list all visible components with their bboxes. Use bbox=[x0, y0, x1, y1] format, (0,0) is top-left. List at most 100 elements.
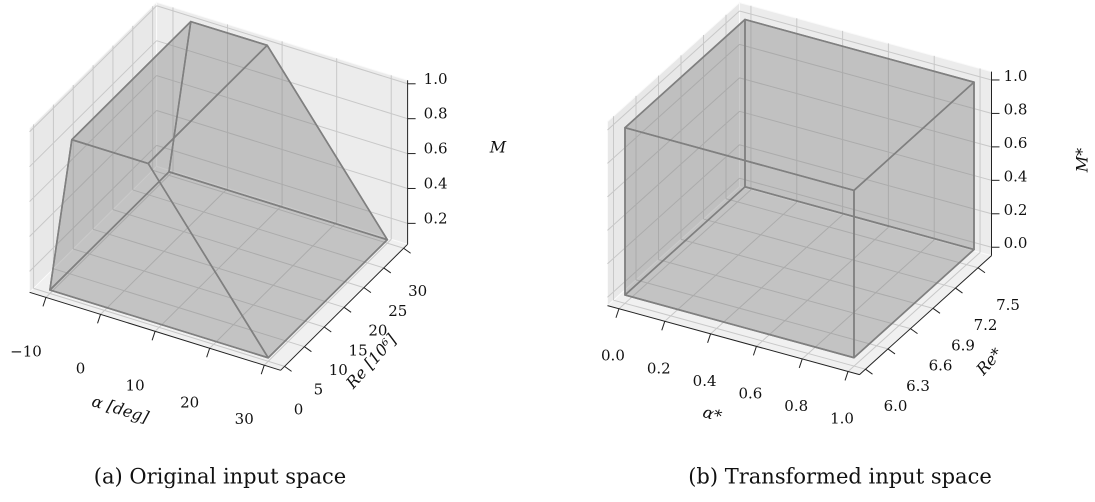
face-front bbox=[624, 126, 855, 359]
grid-line bbox=[664, 201, 798, 322]
grid-line bbox=[739, 177, 992, 248]
x-tick-label: 1.0 bbox=[830, 409, 854, 427]
z-tick-label: 0.2 bbox=[424, 209, 448, 227]
grid-line bbox=[801, 239, 935, 360]
grid-line bbox=[156, 144, 408, 224]
tick-mark bbox=[798, 358, 803, 369]
grid-line bbox=[635, 279, 889, 350]
y-tick-label: 5 bbox=[314, 381, 324, 399]
tick-mark bbox=[42, 297, 47, 307]
x-tick-label: 0.0 bbox=[601, 347, 625, 365]
grid-line bbox=[152, 169, 404, 249]
grid-line bbox=[73, 248, 325, 328]
y-tick-label: 6.9 bbox=[951, 336, 975, 354]
x-tick-label: 20 bbox=[180, 393, 199, 411]
tick-mark bbox=[865, 368, 873, 375]
x-tick-label: 0 bbox=[76, 359, 86, 377]
grid-line bbox=[156, 109, 408, 189]
x-axis bbox=[29, 291, 281, 371]
grid-line bbox=[847, 252, 981, 372]
tick-mark bbox=[304, 346, 312, 353]
tick-mark bbox=[284, 365, 292, 372]
caption: (b) Transformed input space bbox=[688, 465, 992, 489]
z-tick-label: 0.8 bbox=[1004, 100, 1028, 118]
grid-line bbox=[613, 299, 866, 370]
tick-mark bbox=[661, 321, 666, 331]
grid-line bbox=[607, 77, 740, 198]
axis-label: M bbox=[489, 138, 507, 157]
tick-mark bbox=[383, 267, 392, 274]
tick-mark bbox=[151, 331, 156, 341]
tick-mark bbox=[97, 314, 102, 324]
y-tick-label: 30 bbox=[408, 282, 427, 300]
axis-label: α [deg] bbox=[90, 391, 152, 426]
grid-line bbox=[618, 189, 752, 310]
y-tick-label: 6.3 bbox=[906, 377, 930, 395]
grid-line bbox=[607, 110, 740, 231]
x-tick-label: 0.2 bbox=[647, 359, 671, 377]
x-tick-label: −10 bbox=[10, 342, 42, 360]
tick-mark bbox=[707, 333, 712, 343]
caption: (a) Original input space bbox=[94, 465, 346, 489]
grid-line bbox=[29, 5, 157, 133]
grid-line bbox=[739, 110, 992, 181]
tick-mark bbox=[323, 326, 332, 333]
y-tick-label: 25 bbox=[388, 302, 407, 320]
x-tick-label: 0.6 bbox=[738, 384, 762, 402]
z-tick-label: 0.0 bbox=[1004, 234, 1028, 252]
z-tick-label: 0.6 bbox=[1004, 134, 1028, 152]
grid-line bbox=[53, 268, 305, 348]
tick-mark bbox=[363, 287, 372, 294]
grid-line bbox=[680, 238, 934, 309]
tick-mark bbox=[615, 308, 620, 318]
grid-line bbox=[29, 75, 157, 202]
x-axis bbox=[607, 305, 860, 376]
x-tick-label: 30 bbox=[235, 410, 254, 428]
y-axis bbox=[859, 255, 992, 375]
tick-mark bbox=[260, 365, 265, 375]
y-tick-label: 20 bbox=[368, 322, 387, 340]
tick-mark bbox=[910, 328, 918, 335]
axis-label: M* bbox=[1073, 148, 1092, 173]
z-tick-label: 0.6 bbox=[424, 140, 448, 158]
y-tick-label: 6.0 bbox=[884, 397, 908, 415]
grid-line bbox=[607, 144, 740, 265]
tick-mark bbox=[955, 287, 963, 294]
z-tick-label: 0.4 bbox=[424, 174, 448, 192]
z-tick-label: 1.0 bbox=[1004, 67, 1028, 85]
y-tick-label: 10 bbox=[329, 361, 348, 379]
x-tick-label: 0.8 bbox=[784, 397, 808, 415]
y-axis bbox=[280, 243, 408, 371]
grid-line bbox=[29, 40, 157, 168]
grid-line bbox=[156, 75, 408, 155]
grid-line bbox=[607, 10, 740, 131]
tick-mark bbox=[403, 247, 411, 254]
grid-line bbox=[607, 44, 740, 164]
grid-line bbox=[156, 5, 408, 85]
tick-mark bbox=[206, 348, 211, 358]
tick-mark bbox=[343, 306, 352, 313]
tick-mark bbox=[977, 267, 986, 274]
grid-line bbox=[33, 287, 285, 367]
z-tick-label: 0.4 bbox=[1004, 167, 1028, 185]
grid-line bbox=[658, 259, 911, 330]
grid-line bbox=[739, 43, 992, 114]
grid-line bbox=[156, 40, 408, 120]
axis-label: α* bbox=[701, 402, 725, 426]
tick-mark bbox=[887, 348, 896, 355]
y-tick-label: 7.5 bbox=[996, 296, 1020, 314]
grid-line bbox=[725, 198, 979, 269]
grid-line bbox=[703, 218, 956, 289]
z-tick-label: 0.2 bbox=[1004, 201, 1028, 219]
grid-line bbox=[29, 110, 157, 237]
grid-line bbox=[756, 227, 889, 347]
axis-label: Re* bbox=[972, 344, 1007, 379]
grid-line bbox=[739, 10, 992, 81]
z-tick-label: 0.8 bbox=[424, 105, 448, 123]
tick-mark bbox=[844, 371, 849, 381]
grid-line bbox=[132, 189, 384, 269]
grid-line bbox=[29, 145, 157, 272]
y-tick-label: 15 bbox=[349, 341, 368, 359]
grid-line bbox=[710, 214, 843, 335]
